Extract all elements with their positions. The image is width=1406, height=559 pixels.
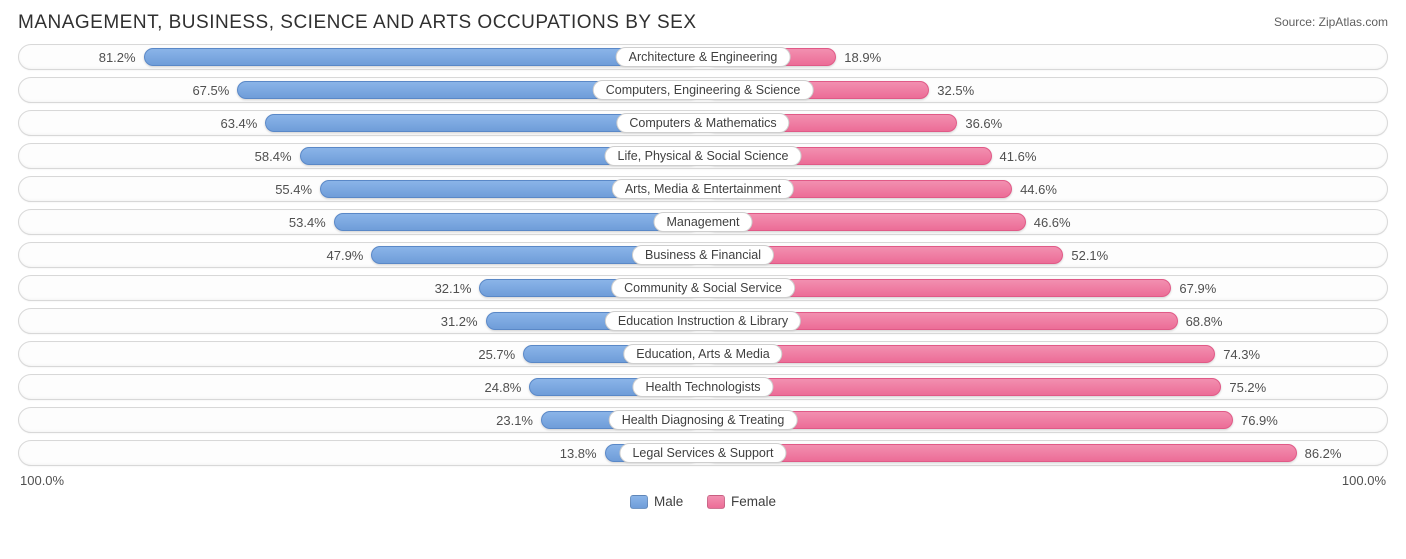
male-value-label: 23.1% [496,413,533,428]
category-label: Legal Services & Support [619,443,786,463]
category-label: Community & Social Service [611,278,795,298]
chart-row: 32.1% 67.9% Community & Social Service [18,275,1388,301]
chart-row: 63.4% 36.6% Computers & Mathematics [18,110,1388,136]
female-half: 46.6% [703,213,1387,231]
legend-item-male: Male [630,494,683,509]
female-value-label: 75.2% [1229,380,1266,395]
source-attribution: Source: ZipAtlas.com [1274,12,1388,29]
female-half: 18.9% [703,48,1387,66]
female-half: 44.6% [703,180,1387,198]
female-half: 75.2% [703,378,1387,396]
female-half: 86.2% [703,444,1387,462]
male-half: 25.7% [19,345,703,363]
chart-row: 55.4% 44.6% Arts, Media & Entertainment [18,176,1388,202]
chart-row: 31.2% 68.8% Education Instruction & Librar… [18,308,1388,334]
female-bar [707,345,1215,363]
chart-row: 81.2% 18.9% Architecture & Engineering [18,44,1388,70]
female-half: 52.1% [703,246,1387,264]
category-label: Business & Financial [632,245,774,265]
female-half: 68.8% [703,312,1387,330]
male-half: 63.4% [19,114,703,132]
male-value-label: 25.7% [478,347,515,362]
chart-row: 24.8% 75.2% Health Technologists [18,374,1388,400]
legend-female-label: Female [731,494,776,509]
female-half: 74.3% [703,345,1387,363]
chart-row: 67.5% 32.5% Computers, Engineering & Scien… [18,77,1388,103]
male-value-label: 47.9% [327,248,364,263]
category-label: Life, Physical & Social Science [605,146,802,166]
female-value-label: 67.9% [1179,281,1216,296]
female-value-label: 86.2% [1305,446,1342,461]
male-value-label: 32.1% [435,281,472,296]
category-label: Education Instruction & Library [605,311,801,331]
male-half: 47.9% [19,246,703,264]
header: MANAGEMENT, BUSINESS, SCIENCE AND ARTS O… [18,12,1388,34]
female-value-label: 76.9% [1241,413,1278,428]
category-label: Health Technologists [632,377,773,397]
female-value-label: 44.6% [1020,182,1057,197]
legend: Male Female [18,494,1388,512]
male-half: 81.2% [19,48,703,66]
male-value-label: 58.4% [255,149,292,164]
source-name: ZipAtlas.com [1319,15,1388,29]
male-swatch-icon [630,495,648,509]
female-value-label: 52.1% [1071,248,1108,263]
category-label: Management [654,212,753,232]
male-value-label: 63.4% [220,116,257,131]
male-value-label: 81.2% [99,50,136,65]
chart-row: 58.4% 41.6% Life, Physical & Social Scienc… [18,143,1388,169]
male-half: 32.1% [19,279,703,297]
female-value-label: 68.8% [1186,314,1223,329]
female-value-label: 41.6% [1000,149,1037,164]
diverging-bar-chart: 81.2% 18.9% Architecture & Engineering 67.5… [18,44,1388,466]
male-value-label: 31.2% [441,314,478,329]
female-half: 67.9% [703,279,1387,297]
source-prefix: Source: [1274,15,1319,29]
male-half: 13.8% [19,444,703,462]
female-value-label: 36.6% [965,116,1002,131]
female-bar [707,378,1221,396]
category-label: Education, Arts & Media [623,344,782,364]
female-bar [707,444,1297,462]
x-axis: 100.0% 100.0% [18,473,1388,488]
male-half: 55.4% [19,180,703,198]
chart-row: 47.9% 52.1% Business & Financial [18,242,1388,268]
female-half: 36.6% [703,114,1387,132]
chart-row: 25.7% 74.3% Education, Arts & Media [18,341,1388,367]
male-half: 58.4% [19,147,703,165]
legend-item-female: Female [707,494,776,509]
female-bar [707,213,1026,231]
male-half: 53.4% [19,213,703,231]
male-value-label: 53.4% [289,215,326,230]
female-half: 76.9% [703,411,1387,429]
male-half: 23.1% [19,411,703,429]
male-value-label: 13.8% [560,446,597,461]
chart-title: MANAGEMENT, BUSINESS, SCIENCE AND ARTS O… [18,12,697,34]
male-half: 24.8% [19,378,703,396]
male-value-label: 24.8% [485,380,522,395]
chart-row: 23.1% 76.9% Health Diagnosing & Treating [18,407,1388,433]
category-label: Health Diagnosing & Treating [609,410,798,430]
category-label: Arts, Media & Entertainment [612,179,794,199]
male-half: 31.2% [19,312,703,330]
chart-row: 13.8% 86.2% Legal Services & Support [18,440,1388,466]
female-swatch-icon [707,495,725,509]
female-value-label: 18.9% [844,50,881,65]
female-half: 41.6% [703,147,1387,165]
legend-male-label: Male [654,494,683,509]
female-value-label: 74.3% [1223,347,1260,362]
category-label: Computers & Mathematics [616,113,789,133]
category-label: Architecture & Engineering [616,47,791,67]
male-value-label: 67.5% [192,83,229,98]
axis-left-label: 100.0% [20,473,64,488]
male-bar [334,213,699,231]
female-value-label: 46.6% [1034,215,1071,230]
male-value-label: 55.4% [275,182,312,197]
axis-right-label: 100.0% [1342,473,1386,488]
category-label: Computers, Engineering & Science [593,80,814,100]
female-value-label: 32.5% [937,83,974,98]
chart-row: 53.4% 46.6% Management [18,209,1388,235]
